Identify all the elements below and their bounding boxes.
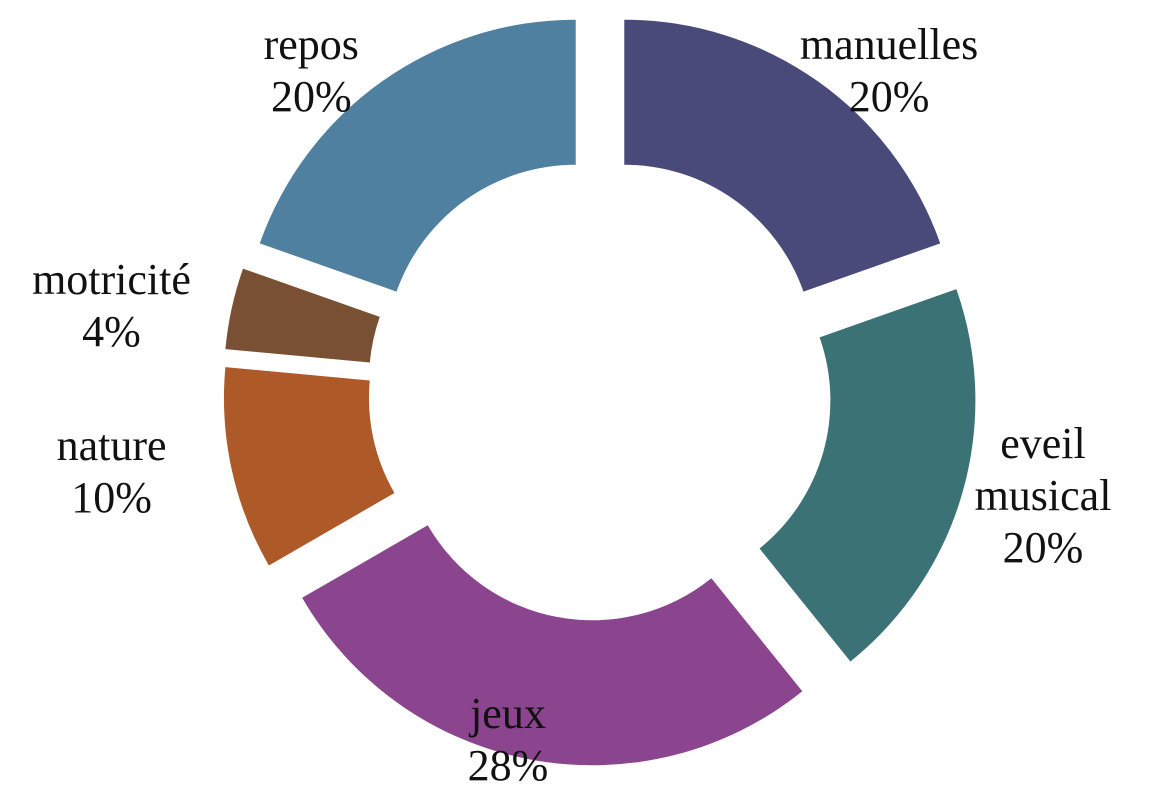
slice-label: nature 10% xyxy=(57,420,167,524)
slice-label: jeux 28% xyxy=(468,688,549,792)
value-label: 28% xyxy=(467,741,549,790)
value-label: 20% xyxy=(848,71,930,121)
donut-slice xyxy=(759,289,976,662)
donut-slice xyxy=(624,19,941,292)
category-label: nature xyxy=(56,421,167,471)
slice-label: eveil musical 20% xyxy=(928,418,1158,574)
category-label: motricité xyxy=(32,254,191,304)
category-label: manuelles xyxy=(799,19,979,69)
slice-label: repos 20% xyxy=(264,19,359,123)
category-label: repos xyxy=(263,19,359,69)
value-label: 20% xyxy=(1002,522,1084,572)
donut-slice xyxy=(259,19,576,292)
donut-slice xyxy=(225,268,380,363)
value-label: 10% xyxy=(71,473,152,523)
category-label: jeux xyxy=(470,689,546,738)
category-label: eveil musical xyxy=(974,418,1112,520)
donut-slice xyxy=(223,367,395,566)
value-label: 4% xyxy=(82,306,141,356)
value-label: 20% xyxy=(270,71,352,121)
slice-label: manuelles 20% xyxy=(800,19,978,123)
slice-label: motricité 4% xyxy=(32,254,191,358)
donut-slice xyxy=(302,525,803,766)
